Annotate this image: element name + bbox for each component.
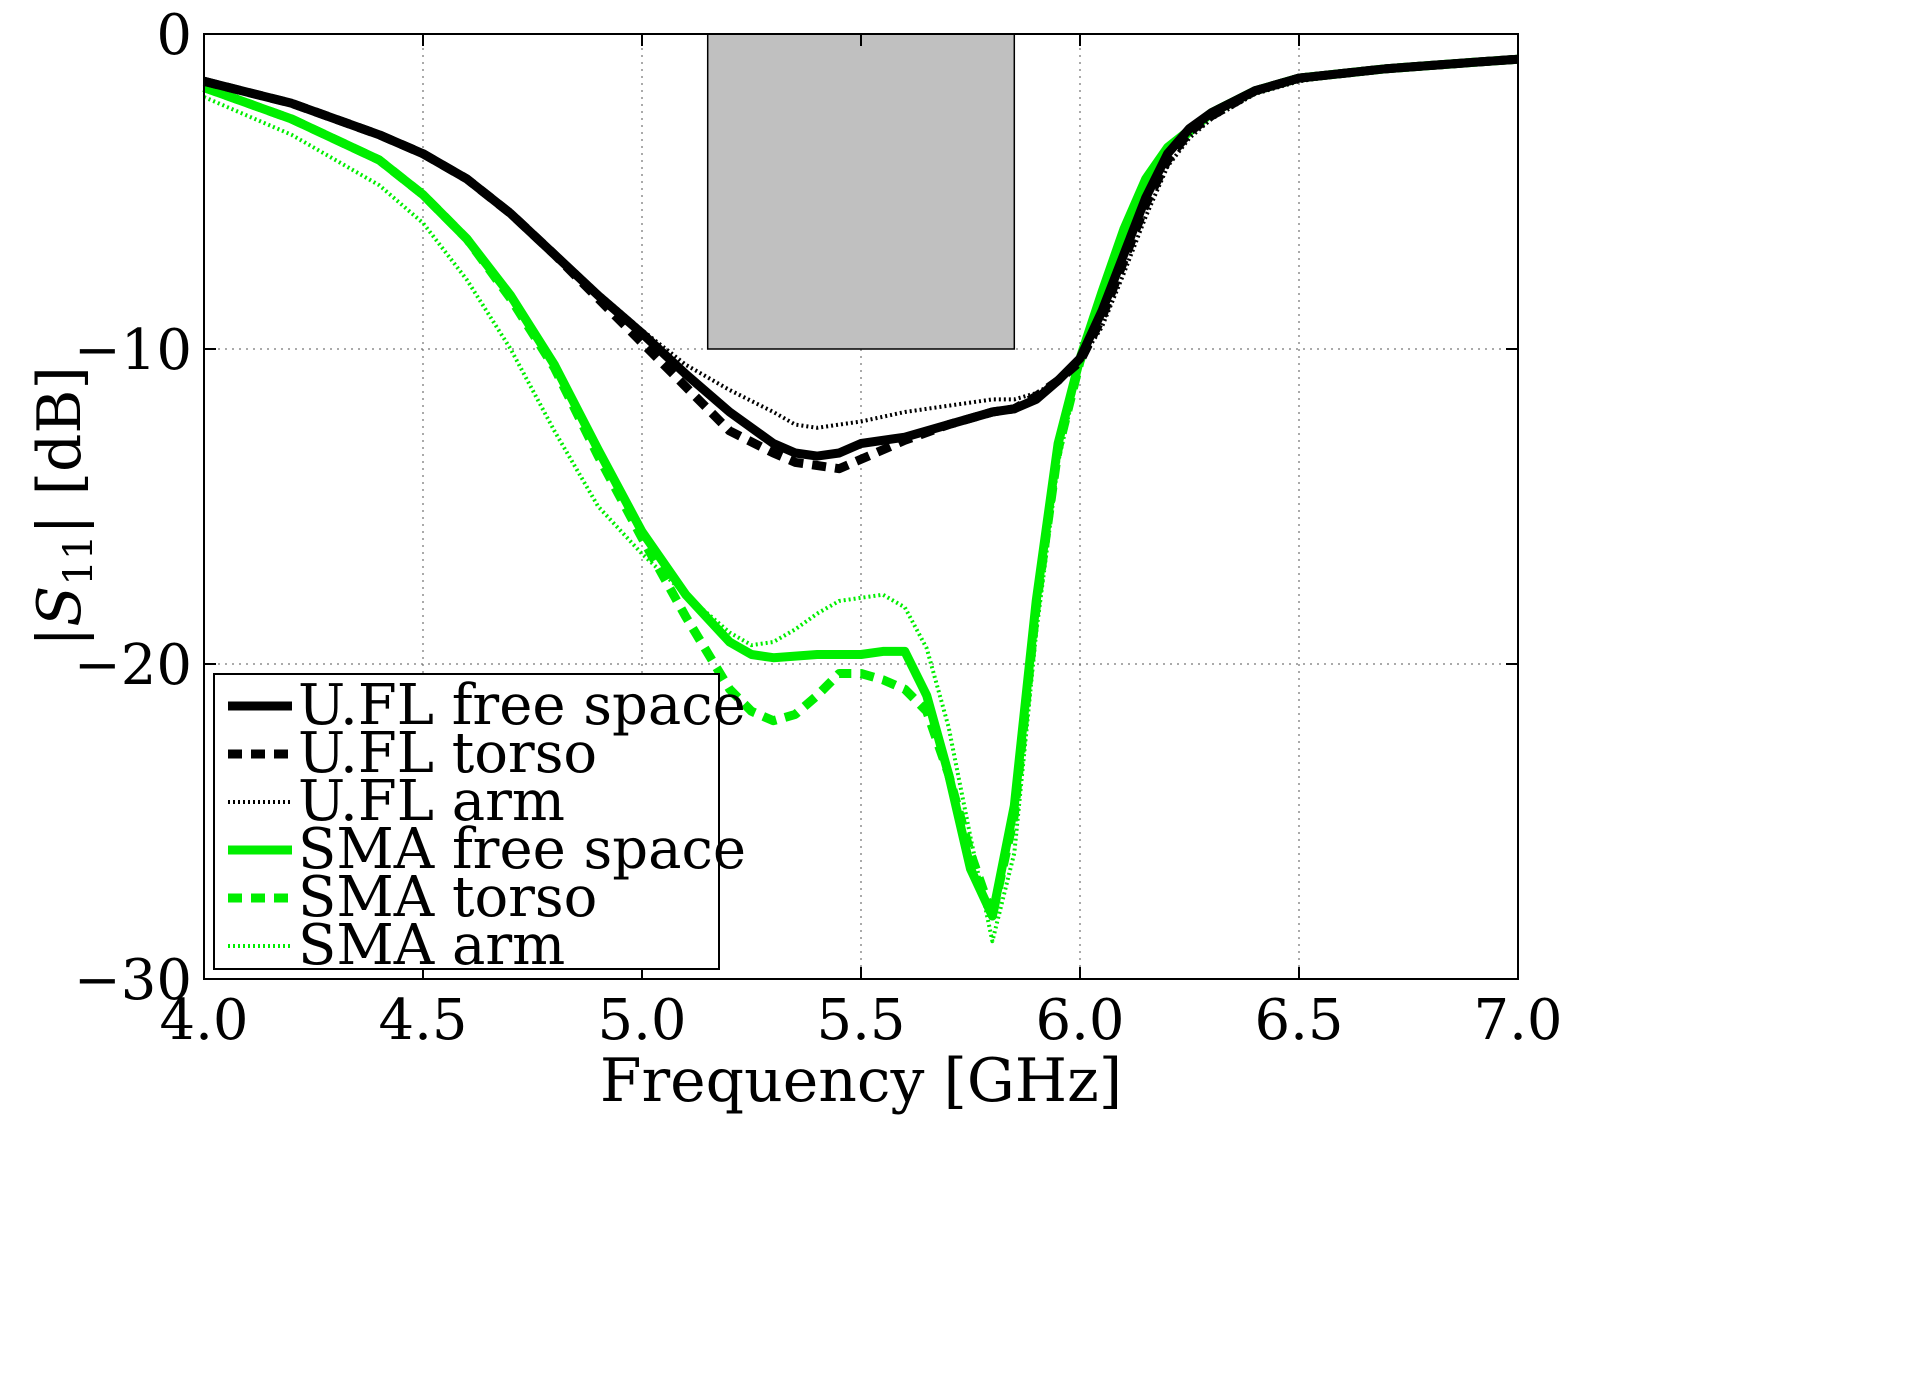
legend-label: SMA free space: [298, 817, 746, 882]
y-tick-label: 0: [156, 3, 192, 68]
y-axis-label-subscript: 11: [56, 535, 102, 586]
x-tick-label: 7.0: [1473, 988, 1562, 1053]
series-group: [202, 54, 1519, 944]
y-axis-label: |S11| [dB]: [25, 366, 102, 647]
grid: [204, 34, 1518, 979]
legend-box: [213, 673, 720, 970]
x-tick-label: 5.0: [597, 988, 686, 1053]
legend-label: SMA arm: [298, 913, 565, 978]
legend-label: U.FL free space: [298, 673, 746, 738]
series-line-u-fl-free-space: [202, 54, 1519, 461]
x-tick-label: 6.0: [1035, 988, 1124, 1053]
x-tick-label: 4.0: [159, 988, 248, 1053]
ticks: 4.0 4.5 5.0 5.5 6.0 6.5 7.0 0 −10 −20 −30: [74, 3, 1563, 1053]
y-tick-label: −30: [74, 948, 192, 1013]
legend-label: U.FL torso: [298, 721, 597, 786]
y-axis-label-close: | [dB]: [25, 366, 95, 535]
x-axis-label: Frequency [GHz]: [600, 1046, 1122, 1116]
y-axis-label-symbol: S: [25, 586, 95, 627]
x-tick-label: 4.5: [378, 988, 467, 1053]
y-tick-label: −20: [74, 633, 192, 698]
legend-label: SMA torso: [298, 865, 597, 930]
y-tick-label: −10: [74, 318, 192, 383]
x-tick-label: 6.5: [1254, 988, 1343, 1053]
x-tick-label: 5.5: [816, 988, 905, 1053]
shaded-band: [706, 33, 1016, 350]
legend-label: U.FL arm: [298, 769, 565, 834]
y-axis-label-open: |: [25, 627, 95, 647]
